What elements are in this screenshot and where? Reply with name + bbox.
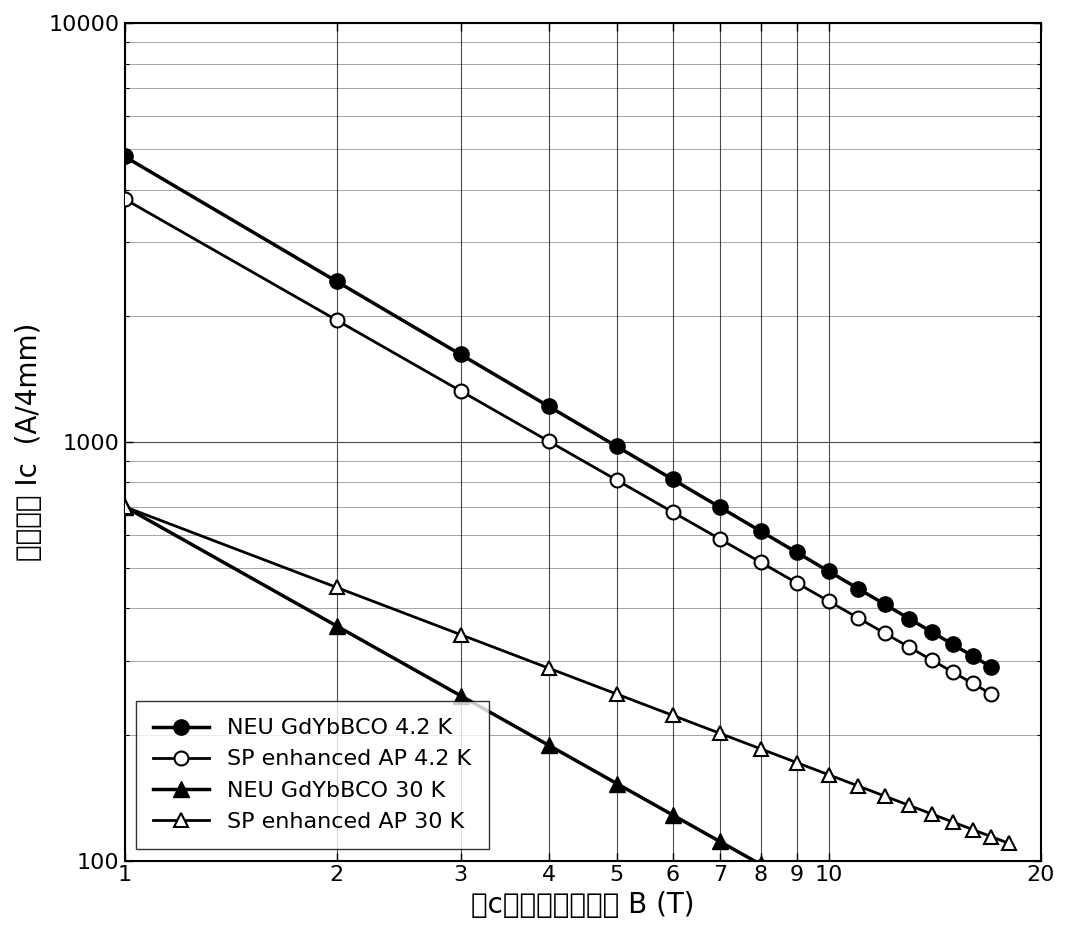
X-axis label: 沿c方向的磁场强度 B (T): 沿c方向的磁场强度 B (T) xyxy=(471,891,694,919)
Y-axis label: 临界电流 Ic  (A/4mm): 临界电流 Ic (A/4mm) xyxy=(15,322,43,561)
Legend: NEU GdYbBCO 4.2 K, SP enhanced AP 4.2 K, NEU GdYbBCO 30 K, SP enhanced AP 30 K: NEU GdYbBCO 4.2 K, SP enhanced AP 4.2 K,… xyxy=(136,700,489,849)
